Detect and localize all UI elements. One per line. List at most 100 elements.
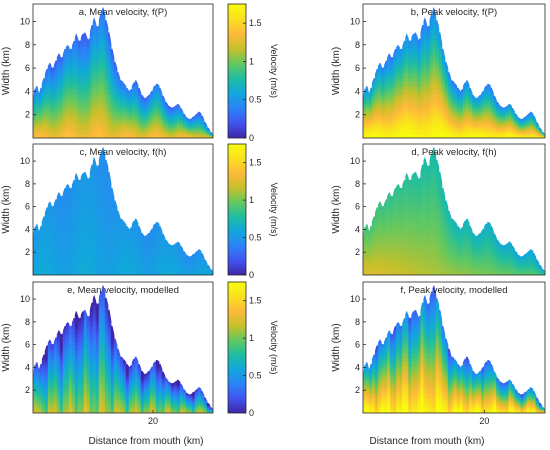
heatmap-cell [517,126,522,129]
heatmap-cell [381,237,385,241]
heatmap-cell [113,256,118,260]
heatmap-cell [374,106,379,110]
heatmap-cell [188,266,193,269]
heatmap-cell [41,243,46,247]
heatmap-cell [363,125,367,129]
heatmap-cell [33,238,37,242]
heatmap-cell [59,271,64,275]
heatmap-cell [98,60,103,66]
heatmap-cell [50,67,55,71]
heatmap-cell [390,100,394,105]
heatmap-cell [137,262,142,266]
heatmap-cell [53,227,58,232]
heatmap-cell [411,245,415,250]
heatmap-cell [173,114,178,117]
heatmap-cell [423,255,428,261]
heatmap-cell [371,107,376,112]
heatmap-cell [149,238,154,241]
heatmap-cell [377,134,382,138]
heatmap-cell [65,267,70,272]
heatmap-cell [56,195,61,200]
heatmap-cell [514,127,519,130]
axes-box-c [32,143,214,276]
heatmap-cell [164,261,169,264]
heatmap-cell [107,102,112,108]
heatmap-cell [134,218,139,222]
heatmap-cell [44,212,49,217]
heatmap-cell [363,96,367,100]
heatmap-cell [83,197,88,203]
heatmap-cell [33,244,37,248]
heatmap-cell [402,219,406,225]
heatmap-cell [396,240,400,246]
heatmap-cell [131,98,136,102]
heatmap-cell [432,211,437,217]
heatmap-cell [453,128,458,132]
heatmap-cell [411,240,415,246]
heatmap-cell [374,249,379,253]
heatmap-cell [535,136,540,138]
heatmap-cell [191,255,196,257]
heatmap-cell [185,261,190,264]
heatmap-cell [68,260,73,265]
heatmap-cell [80,181,85,187]
heatmap-cell [62,130,67,135]
heatmap-cell [505,125,509,128]
heatmap-cell [487,126,491,130]
heatmap-cell [116,264,121,268]
heatmap-cell [487,95,491,98]
heatmap-cell [399,234,403,240]
heatmap-cell [411,190,415,195]
heatmap-cell [465,116,470,120]
heatmap-cell [47,238,52,242]
heatmap-cell [56,102,61,107]
heatmap-cell [203,272,208,274]
heatmap-cell [423,62,428,69]
heatmap-cell [381,120,385,124]
heatmap-cell [374,132,379,136]
heatmap-cell [35,96,40,100]
heatmap-cell [472,94,476,98]
heatmap-cell [447,126,452,131]
heatmap-cell [363,236,367,240]
heatmap-cell [402,40,406,46]
heatmap-cell [122,225,127,229]
heatmap-cell [143,240,148,243]
heatmap-cell [170,272,175,275]
heatmap-cell [95,72,100,78]
heatmap-cell [122,257,127,260]
heatmap-cell [53,131,58,136]
heatmap-cell [86,206,91,211]
heatmap-cell [41,120,46,124]
heatmap-cell [396,267,400,272]
heatmap-cell [408,40,412,46]
heatmap-cell [408,207,412,212]
heatmap-cell [393,195,397,200]
heatmap-cell [53,224,58,229]
heatmap-cell [65,118,70,123]
heatmap-cell [453,105,458,109]
heatmap-cell [517,119,522,121]
heatmap-cell [191,133,196,135]
heatmap-cell [143,132,148,136]
heatmap-cell [429,70,434,77]
heatmap-cell [164,251,169,254]
heatmap-cell [444,134,449,138]
heatmap-cell [450,104,455,108]
heatmap-cell [110,85,115,91]
heatmap-cell [89,205,94,212]
heatmap-cell [523,123,528,125]
heatmap-cell [203,262,208,264]
heatmap-cell [110,227,115,232]
heatmap-cell [393,104,397,109]
heatmap-cell [167,127,172,130]
heatmap-cell [384,221,388,226]
heatmap-cell [38,93,43,97]
heatmap-cell [381,246,385,250]
heatmap-cell [44,255,49,259]
heatmap-cell [35,226,40,230]
heatmap-cell [116,229,121,233]
heatmap-cell [200,262,205,264]
heatmap-cell [197,258,202,261]
heatmap-cell [149,265,154,268]
